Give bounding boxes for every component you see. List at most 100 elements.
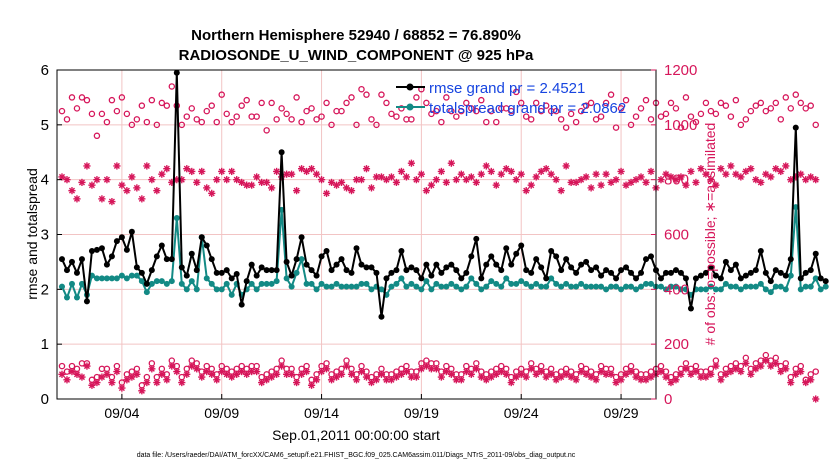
totalspread-point (473, 280, 480, 287)
obs-possible-marker (313, 116, 320, 123)
rmse-point (243, 278, 250, 285)
rmse-point (58, 256, 65, 263)
rmse-point (603, 267, 610, 274)
obs-possible-marker (413, 94, 420, 101)
obs-possible-marker (582, 102, 590, 109)
obs-assimilated-marker (307, 165, 316, 173)
obs-possible-marker (468, 105, 475, 112)
rmse-point (328, 267, 335, 274)
obs-assimilated-low-marker (537, 367, 545, 376)
obs-possible-marker (677, 124, 685, 131)
obs-possible-low-marker (343, 357, 350, 364)
obs-possible-low-marker (722, 365, 730, 373)
rmse-point (478, 275, 485, 282)
obs-possible-marker (138, 102, 146, 109)
totalspread-point (777, 283, 784, 290)
obs-assimilated-low-marker (377, 370, 386, 378)
obs-possible-low-marker (143, 373, 151, 381)
obs-possible-low-marker (138, 382, 146, 389)
obs-possible-marker (632, 113, 640, 120)
x-tick-label: 09/24 (504, 405, 539, 421)
obs-assimilated-low-marker (637, 376, 645, 384)
totalspread-point (707, 283, 714, 290)
obs-assimilated-marker (263, 178, 271, 187)
obs-possible-marker (712, 110, 720, 118)
rmse-point (543, 275, 550, 282)
rmse-point (188, 250, 195, 257)
rmse-point (702, 269, 709, 276)
obs-assimilated-low-marker (457, 376, 465, 384)
obs-possible-marker (812, 121, 819, 129)
rmse-point (762, 269, 769, 276)
obs-possible-low-marker (113, 362, 121, 370)
obs-assimilated-low-marker (517, 370, 525, 378)
obs-possible-marker (278, 105, 285, 112)
obs-possible-low-marker (737, 362, 745, 370)
totalspread-point (378, 286, 385, 293)
rmse-point (812, 250, 819, 257)
rmse-point (323, 247, 330, 254)
obs-possible-marker (507, 107, 515, 115)
obs-assimilated-low-marker (667, 378, 675, 387)
obs-assimilated-low-marker (178, 378, 186, 387)
obs-possible-low-marker (787, 373, 795, 381)
obs-possible-marker (433, 107, 440, 115)
totalspread-point (822, 283, 829, 290)
obs-possible-marker (637, 105, 645, 112)
obs-possible-marker (672, 105, 680, 112)
obs-assimilated-marker (163, 165, 171, 173)
rmse-point (643, 256, 650, 263)
obs-possible-marker (118, 94, 126, 101)
rmse-point (722, 258, 729, 265)
obs-possible-marker (642, 96, 650, 104)
totalspread-point (523, 280, 530, 287)
totalspread-point (128, 272, 135, 279)
rmse-point (677, 269, 684, 276)
totalspread-point (148, 280, 155, 287)
obs-assimilated-low-marker (807, 376, 815, 384)
obs-possible-low-marker (512, 368, 520, 375)
obs-possible-marker (493, 118, 500, 126)
obs-possible-marker (163, 102, 171, 109)
obs-assimilated-marker (417, 170, 425, 178)
rmse-point (747, 269, 754, 276)
obs-assimilated-low-marker (392, 373, 401, 381)
totalspread-point (183, 286, 190, 293)
rmse-point (483, 261, 490, 268)
rmse-point (268, 267, 275, 274)
rmse-point (63, 267, 70, 274)
rmse-point (787, 256, 794, 263)
obs-assimilated-marker (677, 173, 685, 181)
obs-assimilated-marker (762, 170, 770, 178)
rmse-point (588, 267, 595, 274)
rmse-point (153, 253, 160, 260)
obs-assimilated-low-marker (797, 367, 805, 376)
obs-assimilated-low-marker (542, 373, 550, 381)
obs-possible-marker (348, 94, 355, 101)
obs-possible-low-marker (333, 368, 340, 375)
obs-assimilated-marker (68, 187, 76, 195)
obs-assimilated-low-marker (288, 370, 296, 378)
rmse-point (123, 246, 130, 253)
totalspread-point (513, 280, 520, 287)
obs-assimilated-low-marker (492, 370, 500, 378)
obs-possible-marker (263, 127, 270, 134)
rmse-point (83, 298, 90, 305)
obs-possible-low-marker (393, 368, 400, 375)
obs-possible-low-marker (328, 371, 335, 378)
obs-assimilated-marker (527, 181, 535, 189)
rmse-point (378, 313, 385, 320)
obs-assimilated-low-marker (472, 365, 480, 373)
totalspread-point (98, 275, 105, 282)
totalspread-point (388, 283, 395, 290)
rmse-point (398, 247, 405, 254)
rmse-point (807, 267, 814, 274)
obs-possible-marker (198, 118, 206, 126)
totalspread-point (178, 280, 185, 287)
y-left-tick-label: 4 (41, 172, 49, 189)
obs-possible-marker (692, 118, 700, 126)
totalspread-point (193, 286, 200, 293)
obs-assimilated-low-marker (572, 376, 580, 384)
obs-possible-low-marker (478, 368, 485, 375)
obs-assimilated-low-marker (532, 370, 540, 378)
